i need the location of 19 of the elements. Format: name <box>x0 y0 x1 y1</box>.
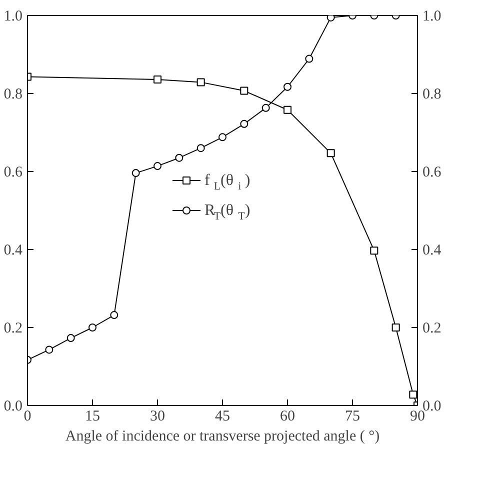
x-tick-label: 0 <box>24 408 32 424</box>
y2-tick-label: 0.4 <box>422 242 442 258</box>
x-axis-title: Angle of incidence or transverse projected angle ( °) <box>65 428 380 444</box>
y-tick-label: 0.8 <box>4 86 22 102</box>
y-tick-label: 0.6 <box>4 164 23 180</box>
y-tick-label: 0.2 <box>4 320 22 336</box>
x-tick-label: 45 <box>215 408 230 424</box>
x-tick-label: 90 <box>410 408 425 424</box>
x-tick-label: 75 <box>345 408 360 424</box>
y-tick-label: 0.0 <box>4 398 22 414</box>
y2-tick-label: 0.6 <box>422 164 442 180</box>
y-tick-label: 0.4 <box>4 242 23 258</box>
y-tick-label: 1.0 <box>4 8 22 24</box>
y2-tick-label: 1.0 <box>422 8 442 24</box>
y2-tick-label: 0.8 <box>422 86 442 102</box>
y2-tick-label: 0.2 <box>422 320 442 336</box>
x-tick-label: 15 <box>85 408 100 424</box>
x-tick-label: 30 <box>150 408 165 424</box>
x-tick-label: 60 <box>280 408 295 424</box>
